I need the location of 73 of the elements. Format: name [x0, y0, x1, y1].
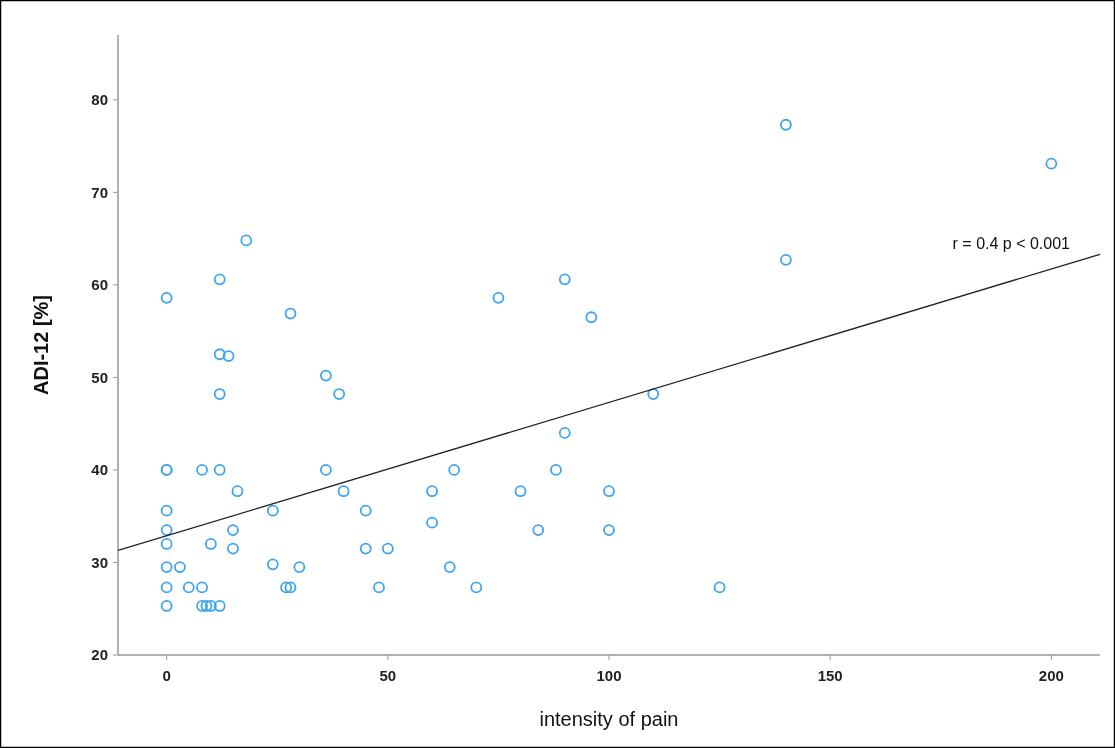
- point: [213, 388, 226, 400]
- point: [284, 581, 297, 594]
- point: [514, 485, 527, 498]
- point: [174, 561, 186, 573]
- y-tick-label: 50: [91, 368, 108, 386]
- point: [320, 464, 332, 476]
- point: [532, 524, 545, 536]
- point: [443, 561, 456, 573]
- point: [333, 388, 346, 400]
- point: [426, 485, 438, 498]
- point: [213, 348, 226, 361]
- point: [160, 504, 173, 517]
- point: [603, 524, 615, 536]
- y-tick-label: 20: [91, 646, 108, 664]
- point: [160, 524, 173, 536]
- point: [713, 581, 726, 594]
- point: [160, 600, 173, 612]
- y-tick-label: 60: [91, 276, 108, 294]
- point: [558, 273, 571, 286]
- point: [280, 581, 292, 594]
- y-tick-label: 30: [91, 553, 108, 571]
- point: [160, 291, 173, 304]
- point: [160, 538, 173, 550]
- y-tick-label: 80: [91, 91, 108, 109]
- point: [200, 600, 213, 612]
- point: [780, 253, 792, 266]
- point: [426, 516, 438, 529]
- point: [359, 542, 372, 555]
- point: [160, 581, 173, 594]
- point: [585, 311, 598, 324]
- point: [492, 291, 505, 304]
- point: [266, 504, 279, 517]
- point: [196, 581, 208, 594]
- x-tick-label: 100: [596, 667, 622, 684]
- point: [470, 581, 483, 594]
- point: [359, 504, 372, 517]
- point: [227, 542, 239, 555]
- point: [160, 561, 173, 573]
- x-tick-label: 150: [817, 667, 843, 684]
- point: [603, 485, 615, 498]
- point: [293, 561, 306, 573]
- x-tick-label: 0: [162, 667, 171, 684]
- point: [373, 581, 385, 594]
- point: [337, 485, 350, 498]
- point: [231, 485, 244, 498]
- point: [204, 538, 217, 550]
- annotation: r = 0.4 p < 0.001: [952, 235, 1071, 252]
- point: [320, 369, 332, 382]
- point: [240, 234, 253, 247]
- point: [213, 273, 226, 286]
- point: [381, 542, 394, 555]
- point: [213, 464, 226, 476]
- point: [448, 464, 461, 476]
- point: [647, 388, 660, 400]
- point: [558, 427, 571, 439]
- point: [550, 464, 562, 476]
- point: [227, 524, 239, 536]
- y-axis-title: ADI-12 [%]: [30, 294, 52, 396]
- point: [284, 307, 297, 320]
- point: [196, 464, 208, 476]
- point: [196, 600, 208, 612]
- point: [213, 600, 226, 612]
- x-tick-label: 50: [379, 667, 397, 684]
- point: [780, 118, 792, 131]
- point: [1045, 157, 1058, 170]
- x-tick-label: 200: [1038, 667, 1064, 684]
- point: [204, 600, 217, 612]
- point: [222, 350, 235, 362]
- x-axis-title: intensity of pain: [539, 708, 679, 730]
- point: [266, 558, 279, 571]
- point: [182, 581, 195, 594]
- y-tick-label: 40: [91, 461, 108, 479]
- y-tick-label: 70: [91, 183, 108, 201]
